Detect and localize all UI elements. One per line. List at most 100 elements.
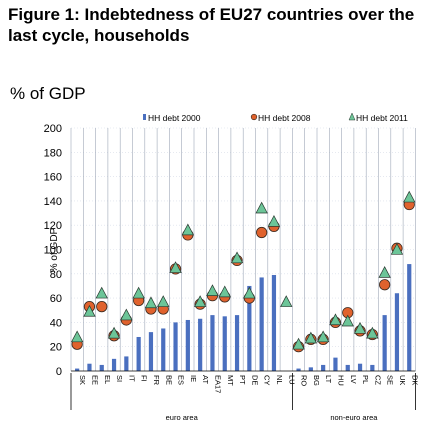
marker-hh-debt-2011: [390, 242, 404, 255]
x-tick-label: SK: [78, 375, 87, 385]
legend-marker-circle: [250, 113, 258, 121]
y-tick-label: 20: [50, 342, 62, 354]
y-tick-label: 180: [44, 147, 62, 159]
x-tick-label: EE: [90, 375, 99, 385]
marker-hh-debt-2011: [341, 314, 354, 327]
marker-hh-debt-2011: [366, 326, 379, 339]
y-tick-label: 160: [44, 172, 62, 184]
x-tick-label: EA17: [213, 375, 222, 393]
bar-hh-debt-2000: [357, 363, 363, 371]
marker-hh-debt-2011: [144, 296, 158, 309]
bar-hh-debt-2000: [234, 315, 240, 371]
bar-hh-debt-2000: [185, 319, 190, 371]
bar-hh-debt-2000: [87, 363, 92, 371]
bar-hh-debt-2000: [345, 364, 350, 371]
x-tick-label: IE: [189, 375, 198, 382]
legend-marker-bar: [143, 114, 146, 120]
bar-hh-debt-2000: [259, 277, 264, 371]
marker-hh-debt-2011: [132, 286, 145, 299]
chart-subtitle: % of GDP: [10, 84, 86, 103]
marker-hh-debt-2011: [95, 286, 108, 299]
x-tick-label: IT: [127, 375, 136, 382]
bar-hh-debt-2000: [99, 364, 104, 371]
legend-label: HH debt 2008: [258, 113, 311, 123]
x-tick-label: LU: [287, 375, 296, 385]
marker-hh-debt-2011: [243, 286, 256, 299]
bar-hh-debt-2000: [161, 328, 166, 371]
marker-hh-debt-2008: [96, 301, 108, 313]
bar-hh-debt-2000: [210, 315, 215, 371]
y-axis-title: % of GDP: [49, 227, 60, 272]
group-label: non-euro area: [330, 413, 378, 422]
x-tick-label: SI: [115, 375, 124, 382]
x-tick-label: ES: [177, 375, 186, 385]
x-tick-label: BG: [312, 375, 321, 386]
marker-hh-debt-2011: [181, 223, 195, 236]
marker-hh-debt-2011: [218, 285, 231, 298]
bar-hh-debt-2000: [111, 358, 117, 371]
bar-hh-debt-2000: [148, 332, 154, 371]
x-tick-label: CZ: [373, 375, 382, 385]
y-tick-label: 0: [56, 366, 62, 378]
x-tick-label: BE: [164, 375, 173, 385]
marker-hh-debt-2011: [353, 321, 367, 334]
marker-hh-debt-2011: [403, 190, 416, 203]
marker-hh-debt-2011: [169, 261, 182, 273]
marker-hh-debt-2011: [230, 251, 244, 264]
marker-hh-debt-2011: [255, 201, 268, 214]
marker-hh-debt-2011: [206, 284, 219, 296]
bar-hh-debt-2000: [222, 316, 227, 371]
bar-hh-debt-2000: [271, 275, 277, 371]
marker-hh-debt-2011: [329, 313, 342, 326]
x-tick-label: LV: [349, 375, 358, 384]
x-tick-label: RO: [300, 375, 309, 386]
marker-hh-debt-2008: [379, 279, 391, 291]
chart-title: Figure 1: Indebtedness of EU27 countries…: [8, 5, 415, 45]
x-tick-label: FI: [140, 375, 149, 382]
y-tick-label: 60: [50, 293, 62, 305]
y-tick-label: 80: [50, 269, 62, 281]
x-tick-label: EL: [103, 375, 112, 384]
x-tick-label: MT: [226, 375, 235, 386]
marker-hh-debt-2011: [83, 304, 96, 317]
legend-label: HH debt 2000: [148, 113, 201, 123]
marker-hh-debt-2011: [157, 295, 170, 307]
marker-hh-debt-2011: [107, 326, 121, 339]
bar-hh-debt-2000: [333, 357, 338, 371]
bar-hh-debt-2000: [407, 264, 412, 371]
bar-hh-debt-2000: [382, 315, 387, 371]
bar-hh-debt-2000: [173, 322, 178, 371]
bar-hh-debt-2000: [136, 336, 141, 371]
x-tick-label: NL: [275, 375, 284, 385]
y-tick-label: 140: [44, 196, 62, 208]
legend-marker-triangle: [348, 112, 356, 121]
x-tick-label: UK: [398, 375, 407, 385]
marker-hh-debt-2011: [280, 295, 293, 307]
marker-hh-debt-2011: [193, 295, 207, 307]
x-tick-label: LT: [324, 375, 333, 384]
marker-hh-debt-2011: [120, 308, 133, 321]
x-tick-label: SE: [386, 375, 395, 385]
bar-hh-debt-2000: [296, 368, 301, 371]
x-tick-label: CY: [263, 375, 272, 385]
bar-hh-debt-2000: [75, 368, 80, 371]
bar-hh-debt-2000: [198, 318, 203, 371]
bar-hh-debt-2000: [321, 364, 326, 371]
marker-hh-debt-2011: [316, 330, 330, 343]
bar-hh-debt-2000: [308, 367, 313, 371]
x-tick-label: AT: [201, 375, 210, 384]
bar-hh-debt-2000: [370, 364, 375, 371]
y-tick-label: 120: [44, 220, 62, 232]
x-tick-label: PL: [361, 375, 370, 384]
marker-hh-debt-2011: [378, 266, 391, 278]
bar-hh-debt-2000: [394, 293, 400, 371]
marker-hh-debt-2011: [304, 331, 318, 344]
x-tick-label: DK: [410, 375, 419, 385]
marker-hh-debt-2011: [70, 330, 84, 343]
x-tick-label: PT: [238, 375, 247, 385]
bar-hh-debt-2000: [124, 356, 129, 371]
x-tick-label: HU: [336, 375, 345, 386]
group-label: euro area: [166, 413, 199, 422]
x-tick-label: DE: [250, 375, 259, 385]
